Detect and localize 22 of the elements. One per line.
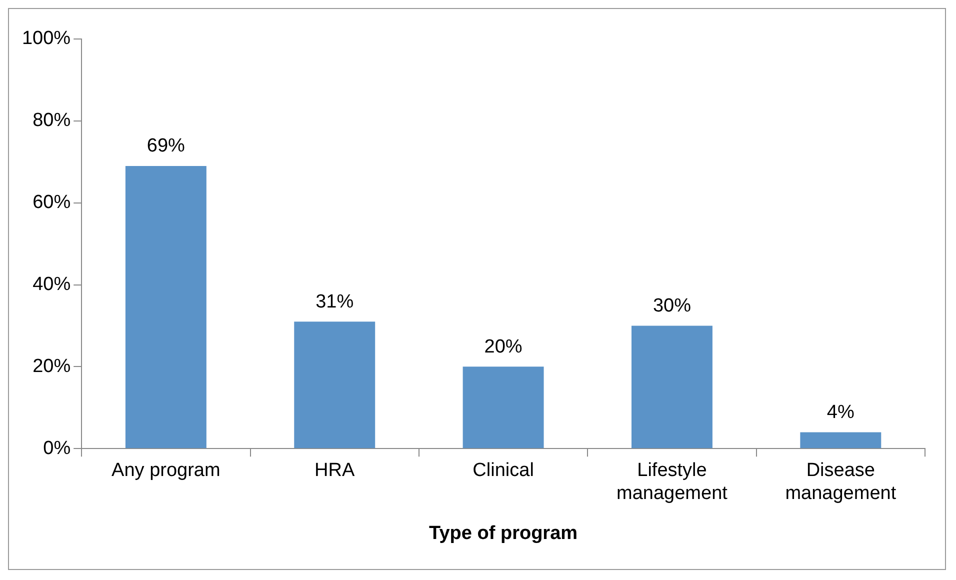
y-tick-label: 60% <box>32 192 71 214</box>
y-tick-label: 20% <box>32 356 71 377</box>
bar <box>125 166 206 448</box>
data-label: 4% <box>826 402 854 423</box>
y-tick-label: 80% <box>32 110 71 132</box>
y-tick-label: 0% <box>43 438 71 459</box>
y-tick-label: 100% <box>22 28 71 50</box>
bar <box>462 366 544 448</box>
x-tick-label: Clinical <box>472 460 534 482</box>
data-label: 20% <box>484 336 522 358</box>
bar <box>800 432 882 448</box>
bar <box>631 326 712 448</box>
x-tick-label: Any program <box>112 460 220 482</box>
x-tick-label: HRA <box>314 460 355 482</box>
y-tick-label: 40% <box>32 274 71 295</box>
data-label: 69% <box>146 136 186 157</box>
bar <box>294 322 376 448</box>
data-label: 31% <box>316 291 354 312</box>
data-label: 30% <box>652 295 692 316</box>
x-axis-title: Type of program <box>429 522 578 544</box>
x-tick-label: Disease management <box>785 460 897 504</box>
x-tick-label: Lifestyle management <box>616 460 728 504</box>
